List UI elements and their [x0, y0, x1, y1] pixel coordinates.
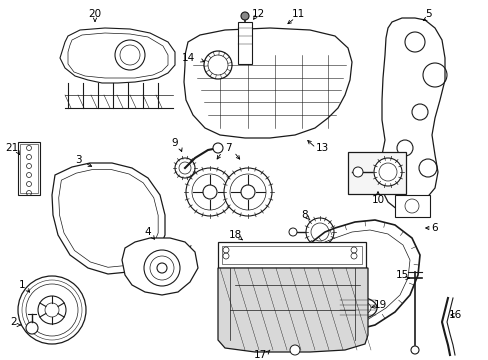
Polygon shape: [52, 163, 164, 274]
Circle shape: [352, 167, 362, 177]
Circle shape: [305, 218, 333, 246]
Circle shape: [288, 228, 296, 236]
Text: 20: 20: [88, 9, 102, 19]
Polygon shape: [122, 238, 198, 295]
Text: 16: 16: [447, 310, 461, 320]
Bar: [238, 22, 251, 64]
Circle shape: [115, 40, 145, 70]
Circle shape: [410, 346, 418, 354]
Circle shape: [213, 143, 223, 153]
Text: 12: 12: [251, 9, 264, 19]
Circle shape: [18, 276, 86, 344]
Circle shape: [241, 12, 248, 20]
Ellipse shape: [338, 297, 376, 319]
Circle shape: [185, 168, 234, 216]
Text: 5: 5: [424, 9, 430, 19]
Text: 7: 7: [224, 143, 231, 153]
Bar: [222, 246, 361, 264]
Text: 4: 4: [144, 227, 151, 237]
Polygon shape: [379, 18, 444, 210]
Text: 17: 17: [253, 350, 266, 360]
Circle shape: [26, 322, 38, 334]
Text: 6: 6: [431, 223, 437, 233]
Polygon shape: [183, 28, 351, 138]
Bar: [218, 242, 365, 268]
Text: 10: 10: [371, 195, 384, 205]
Text: 3: 3: [75, 155, 81, 165]
Circle shape: [203, 51, 231, 79]
Text: 19: 19: [373, 300, 386, 310]
Polygon shape: [60, 28, 175, 83]
Circle shape: [373, 158, 401, 186]
Circle shape: [224, 168, 271, 216]
Text: 11: 11: [291, 9, 304, 19]
Text: 9: 9: [171, 138, 178, 148]
Text: 14: 14: [181, 53, 194, 63]
Bar: [347, 152, 405, 194]
Text: 2: 2: [11, 317, 17, 327]
Circle shape: [175, 158, 195, 178]
Text: 18: 18: [228, 230, 241, 240]
Bar: [394, 195, 429, 217]
Text: 21: 21: [5, 143, 19, 153]
Text: 15: 15: [395, 270, 408, 280]
Bar: [20, 144, 38, 193]
Circle shape: [289, 345, 299, 355]
Text: 1: 1: [19, 280, 25, 290]
Polygon shape: [218, 268, 367, 352]
Circle shape: [143, 250, 180, 286]
Text: 8: 8: [301, 210, 307, 220]
Text: 13: 13: [315, 143, 328, 153]
Circle shape: [38, 296, 66, 324]
Bar: [18, 142, 40, 195]
